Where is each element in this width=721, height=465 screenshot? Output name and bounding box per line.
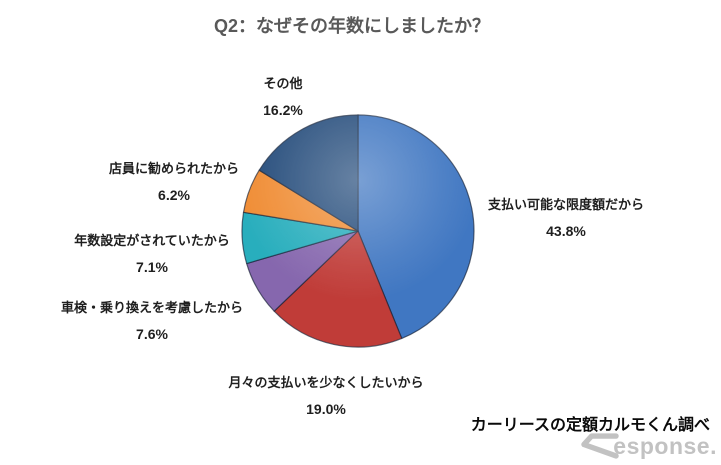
slice-label-text: 車検・乗り換えを考慮したから [60, 300, 244, 315]
pie-slice-5 [258, 114, 359, 232]
slice-percent: 7.1% [136, 259, 168, 275]
pie-slice-0 [357, 114, 475, 340]
slice-label-inspection: 車検・乗り換えを考慮したから 7.6% [61, 300, 243, 342]
slice-label-lower-monthly: 月々の支払いを少なくしたいから 19.0% [228, 375, 423, 417]
slice-percent: 7.6% [136, 326, 168, 342]
slice-percent: 43.8% [546, 223, 586, 239]
slice-label-staff-recommendation: 店員に勧められたから 6.2% [109, 161, 239, 203]
chart-title: Q2：なぜその年数にしましたか？ [213, 16, 491, 36]
slice-label-limit-amount: 支払い可能な限度額だから 43.8% [488, 197, 644, 239]
slice-percent: 16.2% [263, 102, 303, 118]
slice-label-text: 年数設定がされていたから [74, 233, 230, 248]
slice-label-text: 月々の支払いを少なくしたいから [228, 375, 424, 390]
slice-label-other: その他 16.2% [263, 76, 303, 118]
slice-percent: 6.2% [158, 187, 190, 203]
slice-percent: 19.0% [306, 401, 346, 417]
slice-label-text: 店員に勧められたから [108, 161, 240, 176]
slice-label-text: その他 [263, 76, 303, 91]
slice-label-text: 支払い可能な限度額だから [487, 197, 645, 212]
pie-slice-1 [273, 230, 403, 348]
source-credit: カーリースの定額カルモくん調べ [470, 417, 710, 434]
slice-label-preset-years: 年数設定がされていたから 7.1% [74, 233, 230, 275]
